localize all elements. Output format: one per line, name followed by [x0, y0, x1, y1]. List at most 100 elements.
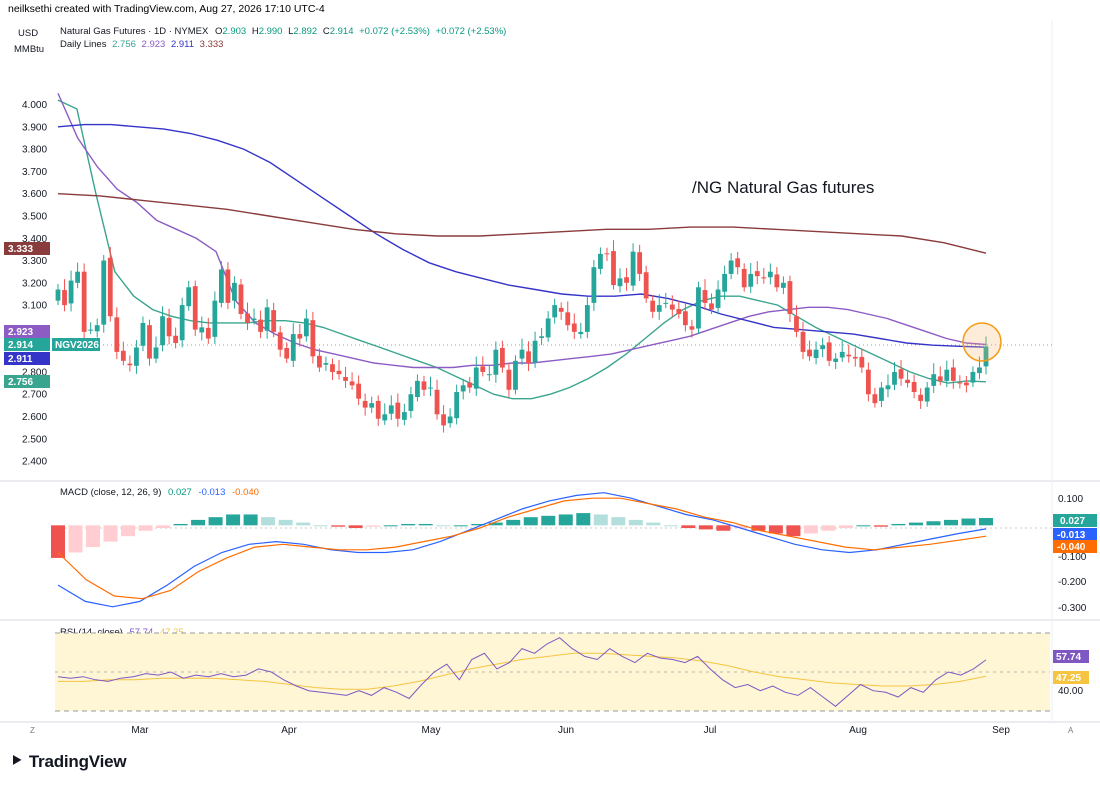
macd-bar [523, 517, 538, 526]
currency-label: USD [18, 28, 38, 39]
candle-body [238, 284, 244, 315]
macd-bar [768, 525, 783, 534]
candle-body [127, 363, 133, 366]
rsi-tags: 57.74 47.25 [1053, 650, 1089, 684]
macd-bar [436, 525, 451, 527]
macd-bar [208, 517, 223, 526]
price-tick-label: 3.400 [22, 234, 47, 245]
candles[interactable] [55, 240, 989, 433]
macd-bar [646, 522, 661, 526]
candle-body [918, 394, 924, 401]
svg-text:2.756: 2.756 [8, 377, 33, 388]
candle-body [774, 274, 780, 288]
candle-body [421, 381, 427, 390]
svg-text:-0.040: -0.040 [1057, 542, 1086, 553]
macd-bar [716, 525, 731, 531]
candle-body [303, 318, 309, 337]
macd-bar [961, 518, 976, 526]
candle-body [852, 356, 858, 359]
macd-bar [86, 525, 101, 548]
price-tick-label: 2.600 [22, 412, 47, 423]
candle-body [689, 326, 695, 330]
candle-body [460, 385, 466, 392]
candle-body [114, 317, 120, 352]
candle-body [669, 304, 675, 310]
unit-label: MMBtu [14, 44, 44, 55]
candle-body [284, 348, 290, 359]
candle-body [81, 271, 87, 332]
candle-body [617, 278, 623, 287]
macd-bar [488, 522, 503, 526]
candle-body [937, 376, 943, 381]
macd-bar [348, 525, 363, 529]
macd-bar [751, 525, 766, 531]
candle-body [447, 416, 453, 424]
candle-body [349, 381, 355, 386]
candle-body [663, 302, 669, 304]
candle-body [924, 387, 930, 402]
candle-body [977, 367, 982, 374]
time-tick-label: Jun [558, 725, 574, 736]
candle-body [147, 325, 152, 359]
candle-body [611, 251, 616, 286]
candle-body [879, 387, 884, 401]
candle-body [101, 260, 107, 325]
macd-bar [856, 525, 871, 527]
macd-bar [576, 513, 591, 526]
macd-bar [121, 525, 136, 537]
time-tick-label: Sep [992, 725, 1010, 736]
highlight-circle [962, 322, 1002, 362]
macd-bar [838, 525, 853, 529]
price-tag-ma100: 2.923 [4, 325, 50, 338]
candle-body [735, 258, 741, 268]
candle-body [290, 334, 296, 361]
time-tick-label: May [422, 725, 441, 736]
candle-body [480, 366, 486, 372]
candle-body [186, 287, 192, 307]
candle-body [676, 309, 682, 315]
candle-body [598, 253, 603, 269]
candle-body [957, 382, 963, 384]
candle-body [591, 267, 597, 303]
macd-bar [926, 521, 941, 526]
timezone-icon[interactable]: Z [30, 726, 35, 735]
candle-body [813, 349, 819, 359]
price-tag-last: 2.914 NGV2026 [4, 338, 100, 351]
svg-text:NGV2026: NGV2026 [55, 340, 99, 351]
rsi-lines [57, 637, 987, 707]
candle-body [571, 323, 577, 332]
price-tick-label: 2.500 [22, 434, 47, 445]
macd-histogram [50, 513, 994, 558]
macd-bar [226, 514, 241, 526]
candle-body [173, 335, 179, 343]
svg-text:2.914: 2.914 [8, 340, 33, 351]
macd-bar [558, 514, 573, 526]
macd-bar [103, 525, 118, 542]
candle-body [415, 380, 420, 398]
auto-scale-icon[interactable]: A [1068, 726, 1074, 735]
candle-body [532, 340, 538, 363]
candle-body [317, 355, 322, 368]
candle-body [905, 379, 910, 384]
candle-body [931, 374, 937, 386]
svg-text:47.25: 47.25 [1056, 673, 1081, 684]
candle-body [807, 349, 812, 357]
price-tag-ma200: 3.333 [4, 242, 50, 255]
price-tick-label: 3.200 [22, 278, 47, 289]
candle-body [839, 351, 845, 358]
svg-text:2.911: 2.911 [8, 354, 33, 365]
candle-body [833, 358, 839, 362]
macd-bar [173, 523, 188, 526]
svg-text:-0.200: -0.200 [1058, 577, 1087, 588]
candle-body [434, 389, 440, 415]
candle-body [696, 287, 701, 329]
candle-body [408, 394, 414, 411]
candle-body [212, 300, 218, 337]
candle-body [258, 319, 263, 332]
candle-body [401, 412, 407, 420]
candle-body [473, 367, 479, 389]
macd-bar [138, 525, 153, 531]
price-tick-label: 4.000 [22, 100, 47, 111]
candle-body [682, 311, 688, 326]
